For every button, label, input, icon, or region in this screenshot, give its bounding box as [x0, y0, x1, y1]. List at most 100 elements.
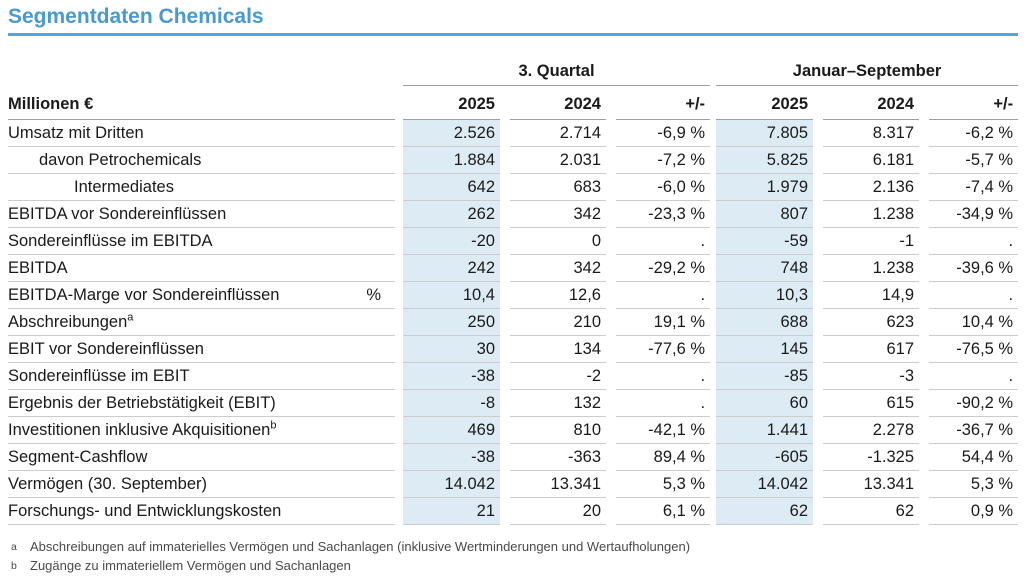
- cell-value: 342: [510, 200, 606, 228]
- cell-value: -59: [716, 227, 814, 255]
- table-row: EBITDA-Marge vor Sondereinflüssen% 10,4 12…: [8, 281, 1019, 309]
- cell-value: 0: [510, 227, 606, 255]
- cell-value: -1: [823, 227, 920, 255]
- cell-value: 2.278: [823, 416, 920, 444]
- cell-value: 2.031: [510, 146, 606, 174]
- cell-value: 262: [403, 200, 500, 228]
- column-group-q3: 3. Quartal: [403, 58, 711, 86]
- column-header-row: Millionen € 2025 2024 +/- 2025 2024 +/-: [8, 85, 1019, 120]
- table-row: Segment-Cashflow -38 -363 89,4 % -605 -1.325 5…: [8, 443, 1019, 471]
- row-label: Forschungs- und Entwicklungskosten: [8, 497, 395, 525]
- row-label: EBIT vor Sondereinflüssen: [8, 335, 395, 363]
- row-label: EBITDA-Marge vor Sondereinflüssen%: [8, 281, 395, 309]
- cell-value: -39,6 %: [929, 254, 1019, 282]
- cell-value: -34,9 %: [929, 200, 1019, 228]
- table-body: Umsatz mit Dritten 2.526 2.714 -6,9 % 7.805 8…: [8, 119, 1019, 525]
- cell-value: -76,5 %: [929, 335, 1019, 363]
- cell-value: 6.181: [823, 146, 920, 174]
- cell-value: 5,3 %: [616, 470, 711, 498]
- column-header-q3-change: +/-: [616, 85, 711, 120]
- row-label: EBITDA vor Sondereinflüssen: [8, 200, 395, 228]
- cell-value: 469: [403, 416, 500, 444]
- cell-value: 810: [510, 416, 606, 444]
- cell-value: 683: [510, 173, 606, 201]
- cell-value: 210: [510, 308, 606, 336]
- cell-value: 2.136: [823, 173, 920, 201]
- cell-value: 2.714: [510, 119, 606, 147]
- cell-value: .: [929, 281, 1019, 309]
- cell-value: .: [616, 362, 711, 390]
- table-row: Investitionen inklusive Akquisitionenb 46…: [8, 416, 1019, 444]
- cell-value: -42,1 %: [616, 416, 711, 444]
- cell-value: 14.042: [403, 470, 500, 498]
- cell-value: 1.238: [823, 254, 920, 282]
- cell-value: 89,4 %: [616, 443, 711, 471]
- table-row: Vermögen (30. September) 14.042 13.341 5,3 …: [8, 470, 1019, 498]
- cell-value: 10,4 %: [929, 308, 1019, 336]
- row-label: Abschreibungena: [8, 308, 395, 336]
- table-row: Ergebnis der Betriebstätigkeit (EBIT) -8 1…: [8, 389, 1019, 417]
- cell-value: 7.805: [716, 119, 814, 147]
- cell-value: -20: [403, 227, 500, 255]
- cell-value: 807: [716, 200, 814, 228]
- cell-value: 748: [716, 254, 814, 282]
- cell-value: -2: [510, 362, 606, 390]
- cell-value: -1.325: [823, 443, 920, 471]
- cell-value: -6,0 %: [616, 173, 711, 201]
- cell-value: .: [929, 227, 1019, 255]
- cell-value: 20: [510, 497, 606, 525]
- cell-value: -7,2 %: [616, 146, 711, 174]
- cell-value: .: [616, 281, 711, 309]
- table-row: EBITDA 242 342 -29,2 % 748 1.238 -39,6 %: [8, 254, 1019, 282]
- cell-value: 642: [403, 173, 500, 201]
- table-row: Intermediates 642 683 -6,0 % 1.979 2.136 -7,4 …: [8, 173, 1019, 201]
- cell-value: 13.341: [823, 470, 920, 498]
- cell-value: 1.979: [716, 173, 814, 201]
- cell-value: 14.042: [716, 470, 814, 498]
- column-group-jan-sep: Januar–September: [716, 58, 1019, 86]
- cell-value: 1.884: [403, 146, 500, 174]
- cell-value: 623: [823, 308, 920, 336]
- table-row: Forschungs- und Entwicklungskosten 21 20 6,…: [8, 497, 1019, 525]
- cell-value: 62: [716, 497, 814, 525]
- row-label: Segment-Cashflow: [8, 443, 395, 471]
- cell-value: 13.341: [510, 470, 606, 498]
- cell-value: 5,3 %: [929, 470, 1019, 498]
- cell-value: 8.317: [823, 119, 920, 147]
- cell-value: -38: [403, 443, 500, 471]
- table-row: EBITDA vor Sondereinflüssen 262 342 -23,3 %…: [8, 200, 1019, 228]
- cell-value: 2.526: [403, 119, 500, 147]
- cell-value: -7,4 %: [929, 173, 1019, 201]
- cell-value: -90,2 %: [929, 389, 1019, 417]
- row-label: Umsatz mit Dritten: [8, 119, 395, 147]
- row-label: davon Petrochemicals: [8, 146, 395, 174]
- cell-value: 5.825: [716, 146, 814, 174]
- row-unit: %: [366, 285, 381, 304]
- cell-value: -23,3 %: [616, 200, 711, 228]
- cell-value: 14,9: [823, 281, 920, 309]
- cell-value: -38: [403, 362, 500, 390]
- cell-value: -6,2 %: [929, 119, 1019, 147]
- column-header-js-2024: 2024: [823, 85, 920, 120]
- table-row: davon Petrochemicals 1.884 2.031 -7,2 % 5.82…: [8, 146, 1019, 174]
- cell-value: -605: [716, 443, 814, 471]
- table-row: Sondereinflüsse im EBIT -38 -2. -85 -3.: [8, 362, 1019, 390]
- cell-value: 134: [510, 335, 606, 363]
- page-title: Segmentdaten Chemicals: [8, 5, 264, 28]
- footnote: b Zugänge zu immateriellem Vermögen und S…: [11, 558, 351, 573]
- cell-value: 242: [403, 254, 500, 282]
- column-header-js-2025: 2025: [716, 85, 814, 120]
- cell-value: -77,6 %: [616, 335, 711, 363]
- cell-value: 0,9 %: [929, 497, 1019, 525]
- cell-value: 62: [823, 497, 920, 525]
- cell-value: -29,2 %: [616, 254, 711, 282]
- table-row: Sondereinflüsse im EBITDA -20 0. -59 -1.: [8, 227, 1019, 255]
- table-row: Umsatz mit Dritten 2.526 2.714 -6,9 % 7.805 8…: [8, 119, 1019, 147]
- cell-value: 19,1 %: [616, 308, 711, 336]
- row-label: Sondereinflüsse im EBIT: [8, 362, 395, 390]
- row-label: Sondereinflüsse im EBITDA: [8, 227, 395, 255]
- cell-value: -3: [823, 362, 920, 390]
- cell-value: 6,1 %: [616, 497, 711, 525]
- unit-label: Millionen €: [8, 85, 395, 120]
- cell-value: 250: [403, 308, 500, 336]
